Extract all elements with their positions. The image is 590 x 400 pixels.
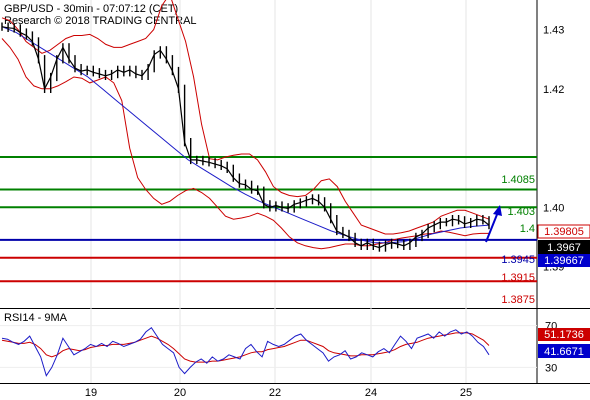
current-price-tag (538, 240, 590, 254)
y-tick-label-140: 1.40 (543, 202, 564, 214)
bollinger-upper-line (1, 0, 490, 235)
price-series (1, 0, 490, 252)
x-tick-label-25: 25 (460, 387, 472, 399)
forecast-arrow-head (493, 205, 502, 216)
rsi-ma-value-tag (538, 328, 590, 341)
moving-average-value-text: 1.39667 (544, 255, 584, 267)
rsi-value-tag (538, 344, 590, 358)
level-label-support-1: 1.3915 (501, 272, 535, 284)
level-label-resistance-2: 1.403 (507, 206, 535, 218)
level-label-pivot: 1.3945 (501, 254, 535, 266)
price-panel: GBP/USD - 30min - 07:07:12 (CET) Researc… (0, 0, 590, 384)
rsi-ma-value-text: 51.1736 (544, 329, 584, 341)
level-label-resistance-1: 1.4 (520, 223, 535, 235)
current-price-text: 1.3967 (547, 242, 581, 254)
bollinger-lower-line (1, 38, 489, 250)
bollinger-value-tag (537, 224, 590, 239)
rsi-tick-label-30: 30 (545, 362, 557, 374)
forecast-arrow (485, 205, 502, 243)
x-axis: 19 20 22 24 25 (85, 387, 472, 399)
last-value-tags: 1.39805 1.3967 1.39667 (537, 224, 590, 267)
level-labels: 1.4085 1.403 1.4 1.3945 1.3915 1.3875 (501, 174, 535, 306)
rsi-gridlines (0, 325, 537, 368)
x-tick-label-20: 20 (174, 387, 186, 399)
bollinger-value-text: 1.39805 (544, 226, 584, 238)
x-tick-label-22: 22 (269, 387, 281, 399)
rsi-series (1, 326, 490, 377)
rsi-line (1, 326, 490, 377)
copyright-text: Research © 2018 TRADING CENTRAL (4, 15, 197, 27)
moving-average-value-tag (538, 254, 590, 267)
moving-average-line (1, 26, 490, 244)
x-tick-label-19: 19 (85, 387, 97, 399)
rsi-title: RSI14 - 9MA (4, 312, 68, 324)
level-label-support-2: 1.3875 (501, 294, 535, 306)
forecast-arrow-shaft (485, 211, 499, 243)
x-tick-label-24: 24 (365, 387, 377, 399)
rsi-panel: RSI14 - 9MA 70 30 51.1736 41.6671 (0, 312, 590, 377)
level-lines (0, 156, 537, 283)
y-tick-label-143: 1.43 (543, 25, 564, 37)
y-tick-label-142: 1.42 (543, 84, 564, 96)
price-y-tick-labels: 1.43 1.42 1.40 1.39 (543, 25, 564, 274)
level-label-resistance-3: 1.4085 (501, 174, 535, 186)
rsi-value-text: 41.6671 (544, 346, 584, 358)
price-line (1, 26, 490, 249)
price-gridlines (90, 0, 467, 383)
